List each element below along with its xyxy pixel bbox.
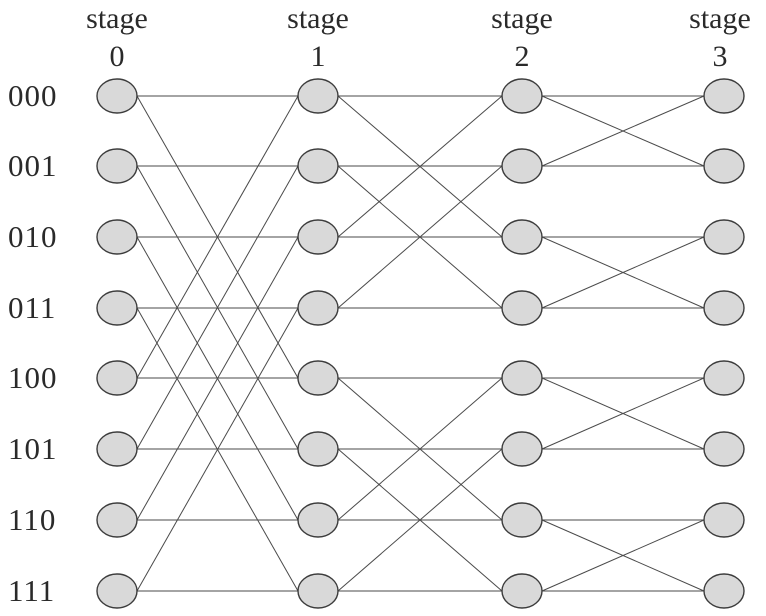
nodes-layer: [96, 78, 745, 609]
node-stage2-row001: [501, 148, 543, 184]
edge-s1-r2-cross: [337, 95, 503, 238]
stage-2-number: 2: [515, 40, 530, 73]
stage-3-number: 3: [713, 40, 728, 73]
stage-3-word: stage: [689, 2, 751, 35]
row-label-110: 110: [8, 502, 56, 537]
edge-s1-r6-cross: [337, 377, 503, 521]
node-stage0-row000: [96, 78, 138, 114]
stage-0-word: stage: [86, 2, 148, 35]
stage-1-number: 1: [311, 40, 326, 73]
node-stage1-row110: [297, 502, 339, 538]
node-stage3-row010: [703, 219, 745, 255]
edge-s2-r7-cross: [541, 519, 705, 592]
node-stage1-row100: [297, 360, 339, 396]
node-stage1-row011: [297, 290, 339, 326]
node-stage1-row010: [297, 219, 339, 255]
edge-s1-r7-cross: [337, 448, 503, 592]
node-stage2-row110: [501, 502, 543, 538]
node-stage3-row011: [703, 290, 745, 326]
node-stage3-row110: [703, 502, 745, 538]
stage-headers: stage 0 stage 1 stage 2 stage 3: [86, 2, 751, 73]
node-stage2-row111: [501, 573, 543, 609]
node-stage3-row111: [703, 573, 745, 609]
stage-0-number: 0: [110, 40, 125, 73]
stage-2-word: stage: [491, 2, 553, 35]
row-label-101: 101: [8, 431, 58, 466]
node-stage0-row110: [96, 502, 138, 538]
node-stage1-row111: [297, 573, 339, 609]
node-stage0-row100: [96, 360, 138, 396]
node-stage1-row000: [297, 78, 339, 114]
node-stage0-row111: [96, 573, 138, 609]
node-stage0-row101: [96, 431, 138, 467]
node-stage2-row000: [501, 78, 543, 114]
node-stage1-row101: [297, 431, 339, 467]
edge-s0-r6-cross: [136, 236, 299, 521]
edge-s2-r1-cross: [541, 95, 705, 167]
edge-s1-r3-cross: [337, 165, 503, 309]
row-label-000: 000: [8, 78, 58, 113]
row-label-111: 111: [8, 573, 55, 608]
stage-1-word: stage: [287, 2, 349, 35]
node-stage2-row011: [501, 290, 543, 326]
node-stage0-row010: [96, 219, 138, 255]
node-stage3-row101: [703, 431, 745, 467]
row-label-011: 011: [8, 290, 56, 325]
node-stage3-row000: [703, 78, 745, 114]
edges-layer: [136, 95, 705, 592]
node-stage3-row100: [703, 360, 745, 396]
node-stage0-row011: [96, 290, 138, 326]
edge-s0-r5-cross: [136, 165, 299, 450]
edge-s2-r5-cross: [541, 377, 705, 450]
row-labels: 000 001 010 011 100 101 110 111: [8, 78, 58, 608]
node-stage2-row100: [501, 360, 543, 396]
row-label-100: 100: [8, 360, 58, 395]
edge-s0-r4-cross: [136, 95, 299, 379]
node-stage2-row010: [501, 219, 543, 255]
node-stage0-row001: [96, 148, 138, 184]
row-label-001: 001: [8, 148, 58, 183]
node-stage1-row001: [297, 148, 339, 184]
row-label-010: 010: [8, 219, 58, 254]
node-stage3-row001: [703, 148, 745, 184]
edge-s2-r3-cross: [541, 236, 705, 309]
edge-s0-r7-cross: [136, 307, 299, 592]
node-stage2-row101: [501, 431, 543, 467]
